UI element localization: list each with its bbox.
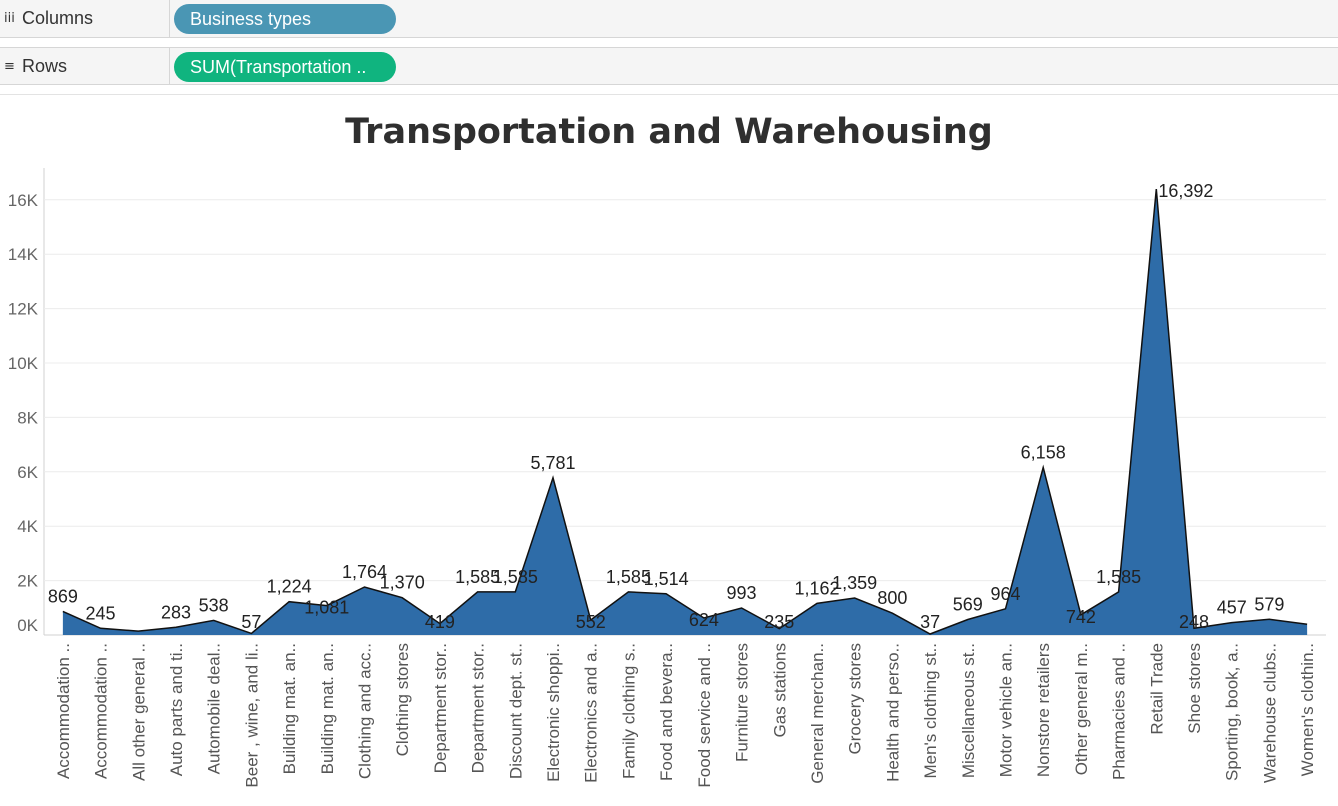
data-label: 457 (1217, 598, 1247, 618)
x-tick-label: Building mat. an.. (280, 643, 299, 774)
data-label: 419 (425, 612, 455, 632)
x-tick-label: Nonstore retailers (1034, 643, 1053, 777)
rows-shelf-label: ≡ Rows (0, 48, 170, 84)
x-tick-label: Food service and .. (695, 643, 714, 788)
x-tick-label: Electronic shoppi.. (544, 643, 563, 782)
data-label: 57 (241, 612, 261, 632)
data-label: 245 (86, 603, 116, 623)
data-label: 5,781 (531, 453, 576, 473)
data-label: 1,514 (644, 569, 689, 589)
data-label: 624 (689, 610, 719, 630)
data-label: 235 (764, 612, 794, 632)
data-label: 1,081 (304, 598, 349, 618)
data-label: 1,162 (794, 578, 839, 598)
x-tick-label: Gas stations (770, 643, 789, 738)
x-tick-label: Family clothing s.. (619, 643, 638, 779)
data-label: 6,158 (1021, 443, 1066, 463)
data-label: 37 (920, 612, 940, 632)
columns-label: Columns (22, 8, 94, 28)
x-tick-label: Accommodation .. (92, 643, 111, 779)
area-outline (62, 189, 1308, 635)
data-label: 248 (1179, 612, 1209, 632)
rows-shelf: ≡ Rows SUM(Transportation .. (0, 47, 1338, 85)
data-label: 569 (953, 595, 983, 615)
x-tick-label: Department stor.. (431, 643, 450, 773)
x-tick-label: Women's clothin.. (1298, 643, 1317, 776)
data-label: 1,359 (832, 573, 877, 593)
data-label: 869 (48, 586, 78, 606)
y-tick-label: 14K (8, 245, 39, 264)
x-tick-label: Health and perso.. (883, 643, 902, 782)
data-label: 964 (990, 584, 1020, 604)
x-tick-label: Furniture stores (733, 643, 752, 762)
y-tick-label: 10K (8, 354, 39, 373)
columns-shelf: iii Columns Business types (0, 0, 1338, 38)
x-tick-label: Electronics and a.. (582, 643, 601, 783)
x-tick-label: Sporting, book, a.. (1223, 643, 1242, 781)
area-fill (62, 189, 1308, 635)
x-tick-label: Clothing stores (393, 643, 412, 756)
sum-transportation-pill[interactable]: SUM(Transportation .. (174, 52, 396, 82)
shelf-separator (0, 94, 1338, 95)
y-tick-label: 16K (8, 191, 39, 210)
data-label: 579 (1254, 594, 1284, 614)
x-tick-label: Food and bevera.. (657, 643, 676, 781)
columns-icon: iii (4, 11, 15, 26)
rows-label: Rows (22, 55, 68, 76)
data-label: 283 (161, 602, 191, 622)
data-label: 800 (877, 588, 907, 608)
x-tick-label: Discount dept. st.. (506, 643, 525, 779)
y-tick-label: 8K (17, 408, 38, 427)
y-tick-label: 2K (17, 572, 38, 591)
shelf-gap (0, 38, 1338, 47)
data-label: 552 (576, 612, 606, 632)
columns-shelf-label: iii Columns (0, 0, 170, 37)
data-label: 1,585 (606, 567, 651, 587)
rows-icon: ≡ (4, 58, 15, 74)
data-label: 1,585 (493, 567, 538, 587)
x-tick-label: Shoe stores (1185, 643, 1204, 734)
x-tick-label: Clothing and acc.. (356, 643, 375, 779)
x-tick-label: General merchan.. (808, 643, 827, 784)
data-label: 742 (1066, 607, 1096, 627)
x-tick-label: Beer , wine, and li.. (242, 643, 261, 788)
x-tick-label: Accommodation .. (54, 643, 73, 779)
y-tick-label: 4K (17, 517, 38, 536)
x-tick-label: Warehouse clubs.. (1260, 643, 1279, 783)
x-tick-label: Miscellaneous st.. (959, 643, 978, 778)
x-tick-label: Men's clothing st.. (921, 643, 940, 779)
x-tick-label: Auto parts and ti.. (167, 643, 186, 776)
data-label: 538 (199, 595, 229, 615)
chart-title: Transportation and Warehousing (345, 112, 993, 152)
y-tick-label: 6K (17, 463, 38, 482)
business-types-pill[interactable]: Business types (174, 4, 396, 34)
data-label: 16,392 (1158, 181, 1213, 201)
data-label: 1,585 (455, 567, 500, 587)
data-label: 1,370 (380, 573, 425, 593)
data-label: 1,764 (342, 562, 387, 582)
x-tick-label: Motor vehicle an.. (997, 643, 1016, 777)
x-tick-label: Grocery stores (846, 643, 865, 754)
x-tick-label: Department stor.. (469, 643, 488, 773)
x-tick-label: Building mat. an.. (318, 643, 337, 774)
data-label: 1,585 (1096, 567, 1141, 587)
x-tick-label: Retail Trade (1147, 643, 1166, 735)
x-tick-label: All other general .. (129, 643, 148, 781)
x-tick-label: Pharmacies and .. (1110, 643, 1129, 780)
y-tick-label: 0K (17, 616, 38, 635)
y-tick-label: 12K (8, 300, 39, 319)
x-tick-label: Automobile deal.. (205, 643, 224, 774)
data-label: 1,224 (267, 577, 312, 597)
x-tick-label: Other general m.. (1072, 643, 1091, 775)
data-label: 993 (727, 583, 757, 603)
